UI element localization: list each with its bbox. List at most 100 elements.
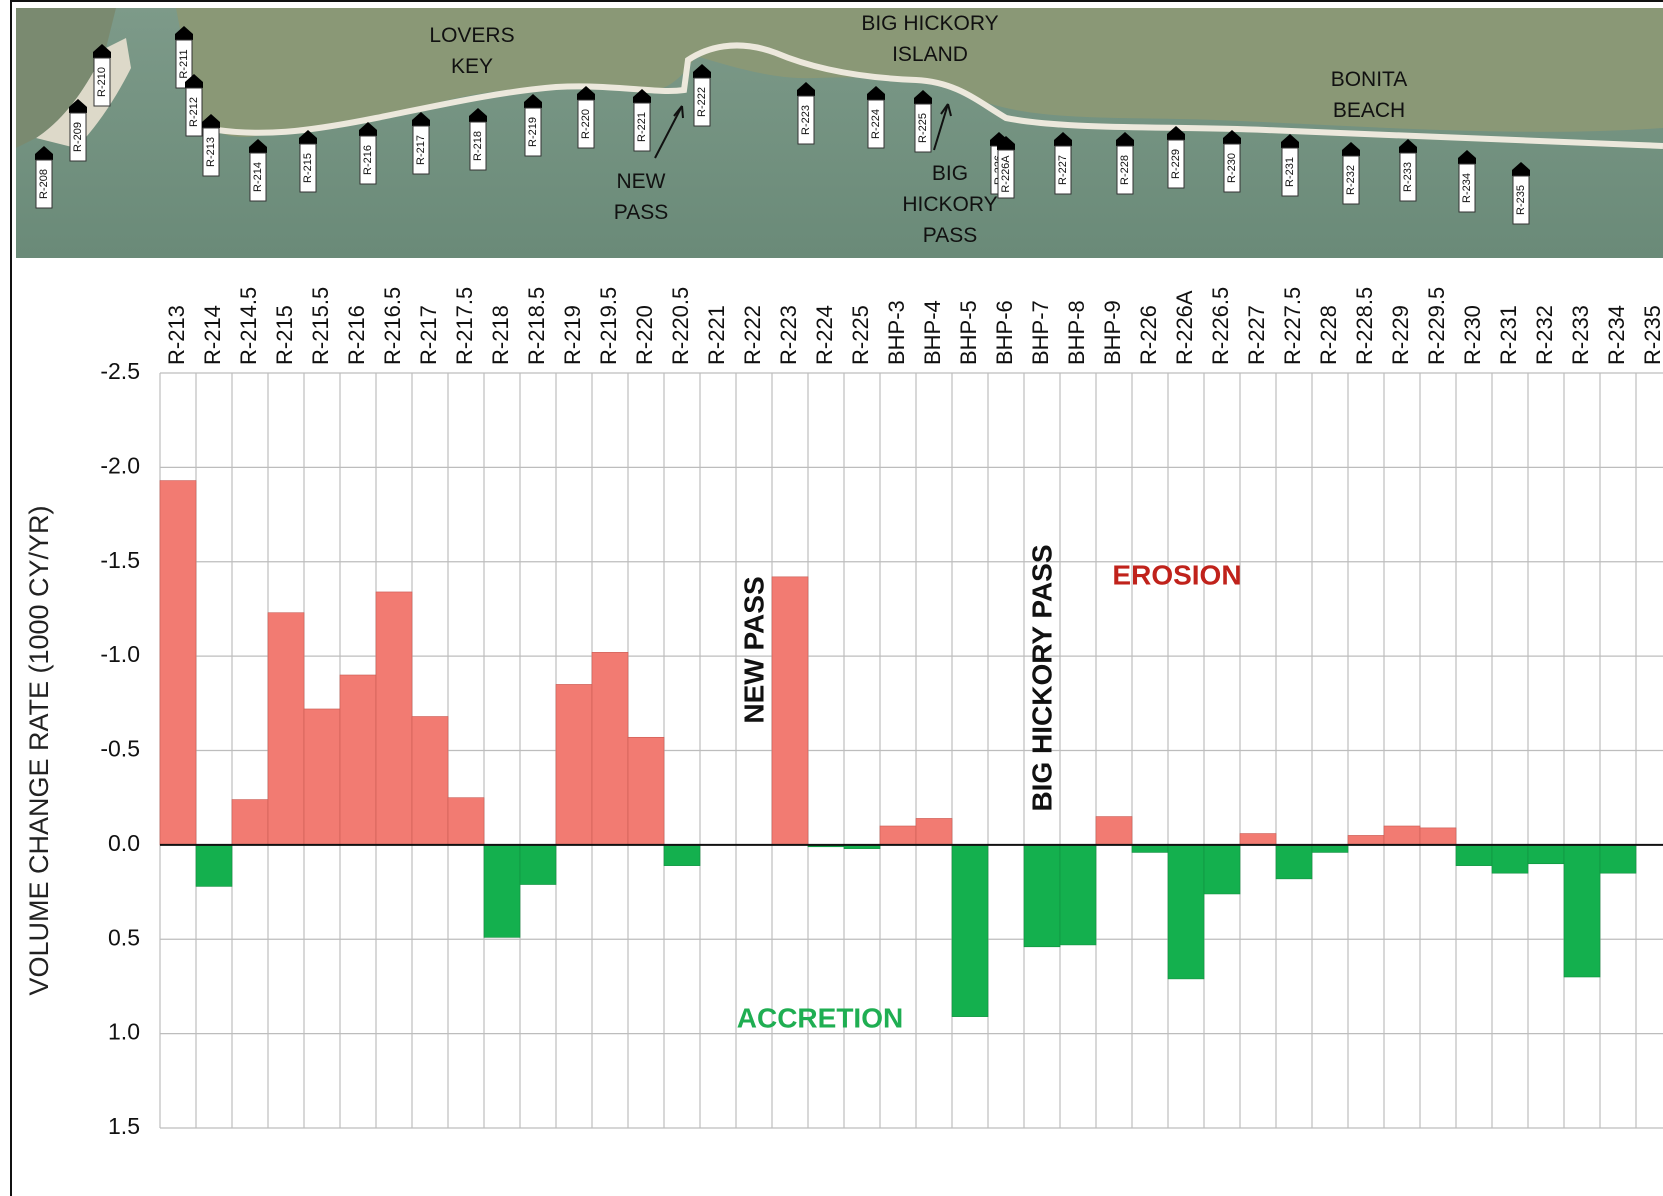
monument-marker: R-216 — [359, 122, 377, 184]
y-tick-label: 0.0 — [108, 830, 140, 856]
x-tick-label: R-219.5 — [596, 287, 621, 365]
bar — [1384, 826, 1420, 845]
monument-label: R-224 — [870, 109, 882, 139]
x-tick-label: R-221 — [704, 305, 729, 365]
monument-label: R-213 — [205, 137, 217, 167]
monument-marker: R-209 — [69, 99, 87, 161]
monument-marker: R-228 — [1116, 132, 1134, 194]
monument-label: R-209 — [72, 122, 84, 152]
bar — [772, 577, 808, 845]
x-tick-label: R-215 — [272, 305, 297, 365]
monument-label: R-225 — [917, 113, 929, 143]
x-tick-label: R-223 — [776, 305, 801, 365]
x-tick-label: R-226.5 — [1208, 287, 1233, 365]
x-tick-label: BHP-4 — [920, 300, 945, 365]
monument-marker: R-234 — [1458, 150, 1476, 212]
monument-label: R-223 — [800, 105, 812, 135]
bars — [160, 481, 1636, 1017]
bar — [376, 592, 412, 845]
monument-label: R-219 — [527, 117, 539, 147]
monument-label: R-215 — [302, 153, 314, 183]
x-tick-label: BHP-7 — [1028, 300, 1053, 365]
x-tick-labels: R-213 R-214 R-214.5 R-215 R-215.5 R-216 R-216.… — [164, 287, 1663, 365]
x-tick-label: R-232 — [1532, 305, 1557, 365]
monument-label: R-216 — [362, 145, 374, 175]
x-tick-label: R-219 — [560, 305, 585, 365]
monument-marker: R-231 — [1281, 134, 1299, 196]
bar — [1600, 845, 1636, 873]
monument-label: R-226A — [1000, 155, 1012, 193]
monument-label: R-218 — [472, 131, 484, 161]
bar — [916, 818, 952, 844]
bar — [304, 709, 340, 845]
annotations: EROSION ACCRETION NEW PASS BIG HICKORY PASS — [737, 544, 1242, 1033]
monument-label: R-208 — [38, 169, 50, 199]
y-tick-label: -1.0 — [100, 641, 140, 667]
chart-annotation: NEW PASS — [738, 576, 769, 723]
monument-label: R-234 — [1461, 173, 1473, 203]
x-tick-label: R-216 — [344, 305, 369, 365]
bar — [340, 675, 376, 845]
x-tick-label: R-227.5 — [1280, 287, 1305, 365]
monument-label: R-235 — [1515, 185, 1527, 215]
bar — [232, 800, 268, 845]
bar — [1420, 828, 1456, 845]
y-tick-labels: -2.5-2.0-1.5-1.0-0.50.00.51.01.5 — [100, 358, 140, 1139]
monument-marker: R-214 — [249, 139, 267, 201]
monument-marker: R-208 — [35, 146, 53, 208]
bar — [664, 845, 700, 866]
bar — [1276, 845, 1312, 879]
monument-marker: R-220 — [577, 86, 595, 148]
x-tick-label: R-225 — [848, 305, 873, 365]
bar — [448, 798, 484, 845]
monument-marker: R-235 — [1512, 162, 1530, 224]
x-tick-label: BHP-8 — [1064, 300, 1089, 365]
monument-marker: R-212 — [185, 74, 203, 136]
y-tick-label: -0.5 — [100, 736, 140, 762]
monument-label: R-211 — [178, 49, 190, 78]
bar — [268, 613, 304, 845]
x-tick-label: BHP-3 — [884, 300, 909, 365]
bar — [1096, 817, 1132, 845]
x-tick-label: R-233 — [1568, 305, 1593, 365]
x-tick-label: BHP-9 — [1100, 300, 1125, 365]
x-tick-label: R-224 — [812, 305, 837, 365]
x-tick-label: BHP-6 — [992, 300, 1017, 365]
x-tick-label: R-218.5 — [524, 287, 549, 365]
x-tick-label: R-234 — [1604, 305, 1629, 365]
y-axis-label: VOLUME CHANGE RATE (1000 CY/YR) — [24, 505, 54, 995]
x-tick-label: R-227 — [1244, 305, 1269, 365]
aerial-map: R-208 R-209 R-210 R-211 R-212 R-213 R-214 R-215… — [16, 8, 1663, 258]
bar — [160, 481, 196, 845]
bar — [1564, 845, 1600, 977]
bar — [1204, 845, 1240, 894]
bar — [196, 845, 232, 887]
x-tick-label: R-235 — [1640, 305, 1663, 365]
x-tick-label: R-229.5 — [1424, 287, 1449, 365]
monument-marker: R-218 — [469, 108, 487, 170]
monument-marker: R-223 — [797, 82, 815, 144]
monument-label: R-228 — [1119, 155, 1131, 185]
bar — [484, 845, 520, 937]
chart-annotation: BIG HICKORY PASS — [1026, 544, 1057, 811]
x-tick-label: R-220 — [632, 305, 657, 365]
monument-marker: R-225 — [914, 90, 932, 152]
monument-marker: R-210 — [93, 44, 111, 106]
x-tick-label: R-216.5 — [380, 287, 405, 365]
monument-label: R-221 — [636, 112, 648, 142]
y-tick-label: -2.5 — [100, 358, 140, 384]
bar — [1060, 845, 1096, 945]
x-tick-label: R-214 — [200, 305, 225, 365]
x-tick-label: R-231 — [1496, 305, 1521, 365]
x-tick-label: R-226 — [1136, 305, 1161, 365]
monument-marker: R-213 — [202, 114, 220, 176]
monument-marker: R-215 — [299, 130, 317, 192]
chart-annotation: EROSION — [1112, 559, 1241, 590]
x-tick-label: R-228 — [1316, 305, 1341, 365]
y-tick-label: 0.5 — [108, 924, 140, 950]
monument-marker: R-233 — [1399, 139, 1417, 201]
bar — [1528, 845, 1564, 864]
x-tick-label: R-222 — [740, 305, 765, 365]
volume-change-chart: R-213 R-214 R-214.5 R-215 R-215.5 R-216 R-216.… — [0, 250, 1663, 1196]
x-tick-label: BHP-5 — [956, 300, 981, 365]
